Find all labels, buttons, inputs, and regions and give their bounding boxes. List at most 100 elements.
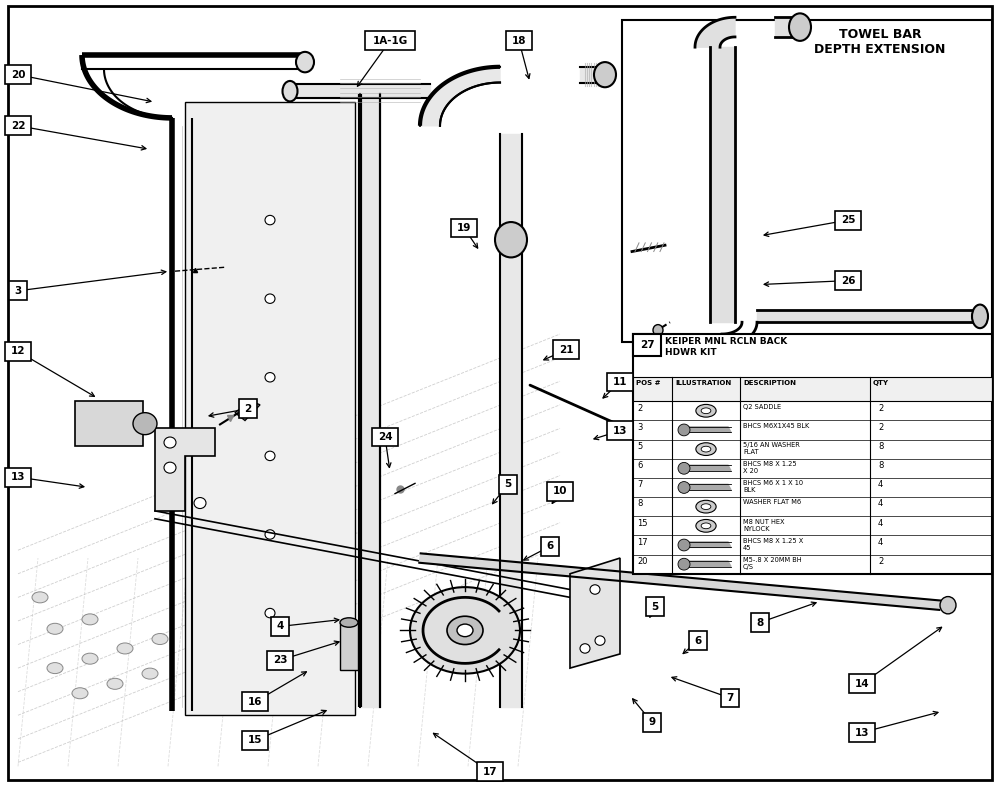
Text: 4: 4 xyxy=(878,519,883,527)
Ellipse shape xyxy=(72,688,88,699)
Text: 18: 18 xyxy=(512,36,526,46)
Text: 2: 2 xyxy=(878,403,883,413)
Ellipse shape xyxy=(653,325,663,336)
Text: 4: 4 xyxy=(878,499,883,509)
Polygon shape xyxy=(570,558,620,668)
Ellipse shape xyxy=(47,623,63,634)
Text: 16: 16 xyxy=(248,697,262,707)
Polygon shape xyxy=(185,102,355,715)
Text: DESCRIPTION: DESCRIPTION xyxy=(743,380,796,386)
Ellipse shape xyxy=(47,663,63,674)
Bar xyxy=(5,468,31,487)
Ellipse shape xyxy=(495,222,527,257)
Ellipse shape xyxy=(594,62,616,87)
Ellipse shape xyxy=(678,539,690,551)
Text: 13: 13 xyxy=(613,426,627,435)
Text: 9: 9 xyxy=(648,718,656,727)
Ellipse shape xyxy=(142,668,158,679)
Ellipse shape xyxy=(107,678,123,689)
Bar xyxy=(646,597,664,616)
Text: BHCS M8 X 1.25 X
45: BHCS M8 X 1.25 X 45 xyxy=(743,538,803,551)
Text: 15: 15 xyxy=(248,736,262,745)
Text: 2: 2 xyxy=(244,404,252,413)
Bar xyxy=(5,65,31,84)
Text: 10: 10 xyxy=(553,487,567,496)
Text: TOWEL BAR
DEPTH EXTENSION: TOWEL BAR DEPTH EXTENSION xyxy=(814,28,946,56)
Ellipse shape xyxy=(133,413,157,435)
Text: 8: 8 xyxy=(756,618,764,627)
Bar xyxy=(5,342,31,361)
Ellipse shape xyxy=(265,451,275,461)
Bar xyxy=(340,623,358,670)
Bar xyxy=(622,20,992,342)
Ellipse shape xyxy=(283,81,298,101)
Text: 23: 23 xyxy=(273,656,287,665)
Polygon shape xyxy=(681,427,731,432)
Text: 17: 17 xyxy=(483,767,497,777)
Text: 25: 25 xyxy=(841,215,855,225)
Text: 5: 5 xyxy=(504,479,512,489)
Text: 4: 4 xyxy=(878,538,883,547)
Text: BHCS M6X1X45 BLK: BHCS M6X1X45 BLK xyxy=(743,423,809,428)
Ellipse shape xyxy=(296,52,314,72)
Bar xyxy=(849,723,875,742)
Text: 14: 14 xyxy=(855,679,869,689)
Ellipse shape xyxy=(595,636,605,645)
Ellipse shape xyxy=(696,520,716,532)
Text: POS #: POS # xyxy=(636,380,660,386)
Text: 3: 3 xyxy=(14,286,22,296)
Bar xyxy=(607,421,633,440)
Text: 22: 22 xyxy=(11,121,25,130)
Ellipse shape xyxy=(940,597,956,614)
Text: 6: 6 xyxy=(637,461,642,470)
Circle shape xyxy=(410,587,520,674)
Ellipse shape xyxy=(696,404,716,417)
Text: Q2 SADDLE: Q2 SADDLE xyxy=(743,403,781,410)
Ellipse shape xyxy=(590,585,600,594)
Bar xyxy=(477,762,503,781)
Text: ILLUSTRATION: ILLUSTRATION xyxy=(675,380,731,386)
Polygon shape xyxy=(681,561,731,567)
Bar xyxy=(451,219,477,237)
Bar xyxy=(499,475,517,494)
Bar xyxy=(751,613,769,632)
Ellipse shape xyxy=(678,482,690,494)
Text: 24: 24 xyxy=(378,432,392,442)
Ellipse shape xyxy=(696,443,716,456)
Text: 15: 15 xyxy=(637,519,648,527)
Bar xyxy=(365,31,415,50)
Text: 7: 7 xyxy=(726,693,734,703)
Bar xyxy=(547,482,573,501)
Ellipse shape xyxy=(340,618,358,627)
Bar xyxy=(633,334,992,574)
Text: BHCS M8 X 1.25
X 20: BHCS M8 X 1.25 X 20 xyxy=(743,461,797,474)
Polygon shape xyxy=(235,401,260,421)
Text: 4: 4 xyxy=(276,622,284,631)
Bar xyxy=(835,271,861,290)
Ellipse shape xyxy=(117,643,133,654)
Ellipse shape xyxy=(164,462,176,473)
Ellipse shape xyxy=(152,634,168,645)
Text: 5/16 AN WASHER
FLAT: 5/16 AN WASHER FLAT xyxy=(743,442,800,455)
Ellipse shape xyxy=(701,504,711,509)
Polygon shape xyxy=(155,428,215,511)
Text: 1A-1G: 1A-1G xyxy=(372,36,408,46)
Ellipse shape xyxy=(32,592,48,603)
Ellipse shape xyxy=(82,653,98,664)
Polygon shape xyxy=(681,542,731,547)
Text: BHCS M6 X 1 X 10
BLK: BHCS M6 X 1 X 10 BLK xyxy=(743,480,803,494)
Ellipse shape xyxy=(789,13,811,41)
Text: 4: 4 xyxy=(878,480,883,489)
Ellipse shape xyxy=(82,614,98,625)
Bar xyxy=(643,713,661,732)
Bar xyxy=(271,617,289,636)
Text: 17: 17 xyxy=(637,538,648,547)
Ellipse shape xyxy=(678,462,690,474)
Bar xyxy=(267,651,293,670)
Text: 6: 6 xyxy=(546,542,554,551)
Bar xyxy=(5,116,31,135)
Polygon shape xyxy=(419,553,941,610)
Text: 13: 13 xyxy=(11,472,25,482)
Bar xyxy=(541,537,559,556)
Ellipse shape xyxy=(194,498,206,509)
